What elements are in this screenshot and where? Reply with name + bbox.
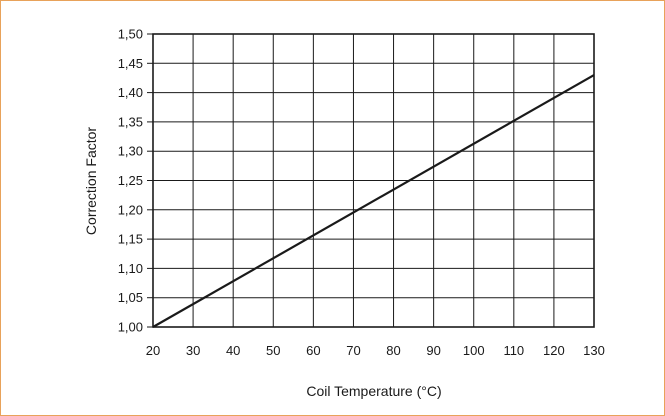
y-tick-label: 1,20 — [118, 202, 143, 217]
x-tick-label: 60 — [306, 343, 320, 358]
y-axis-title: Correction Factor — [83, 127, 99, 235]
x-tick-label: 90 — [426, 343, 440, 358]
y-tick-label: 1,50 — [118, 27, 143, 42]
x-tick-label: 30 — [186, 343, 200, 358]
y-tick-label: 1,00 — [118, 320, 143, 335]
y-tick-label: 1,25 — [118, 173, 143, 188]
x-tick-label: 80 — [386, 343, 400, 358]
y-tick-label: 1,45 — [118, 56, 143, 71]
x-tick-label: 100 — [463, 343, 485, 358]
x-tick-label: 70 — [346, 343, 360, 358]
x-tick-label: 130 — [583, 343, 605, 358]
y-tick-label: 1,15 — [118, 232, 143, 247]
x-tick-label: 110 — [503, 343, 524, 358]
y-tick-labels: 1,00 1,05 1,10 1,15 1,20 1,25 1,30 1,35 1,40 1,45… — [118, 27, 143, 335]
y-tick-label: 1,05 — [118, 290, 143, 305]
x-tick-label: 40 — [226, 343, 240, 358]
y-tick-label: 1,35 — [118, 114, 143, 129]
x-tick-label: 50 — [266, 343, 280, 358]
x-tick-label: 20 — [146, 343, 160, 358]
series-layer — [152, 74, 595, 328]
series-line — [152, 74, 595, 328]
grid-lines — [147, 33, 595, 328]
x-tick-labels: 20 30 40 50 60 70 80 90 100 110 120 130 — [146, 343, 605, 358]
y-tick-label: 1,10 — [118, 261, 143, 276]
y-tick-label: 1,30 — [118, 144, 143, 159]
plot-border — [152, 33, 595, 328]
x-axis-title: Coil Temperature (°C) — [306, 383, 441, 399]
y-tick-label: 1,40 — [118, 85, 143, 100]
x-tick-label: 120 — [543, 343, 565, 358]
